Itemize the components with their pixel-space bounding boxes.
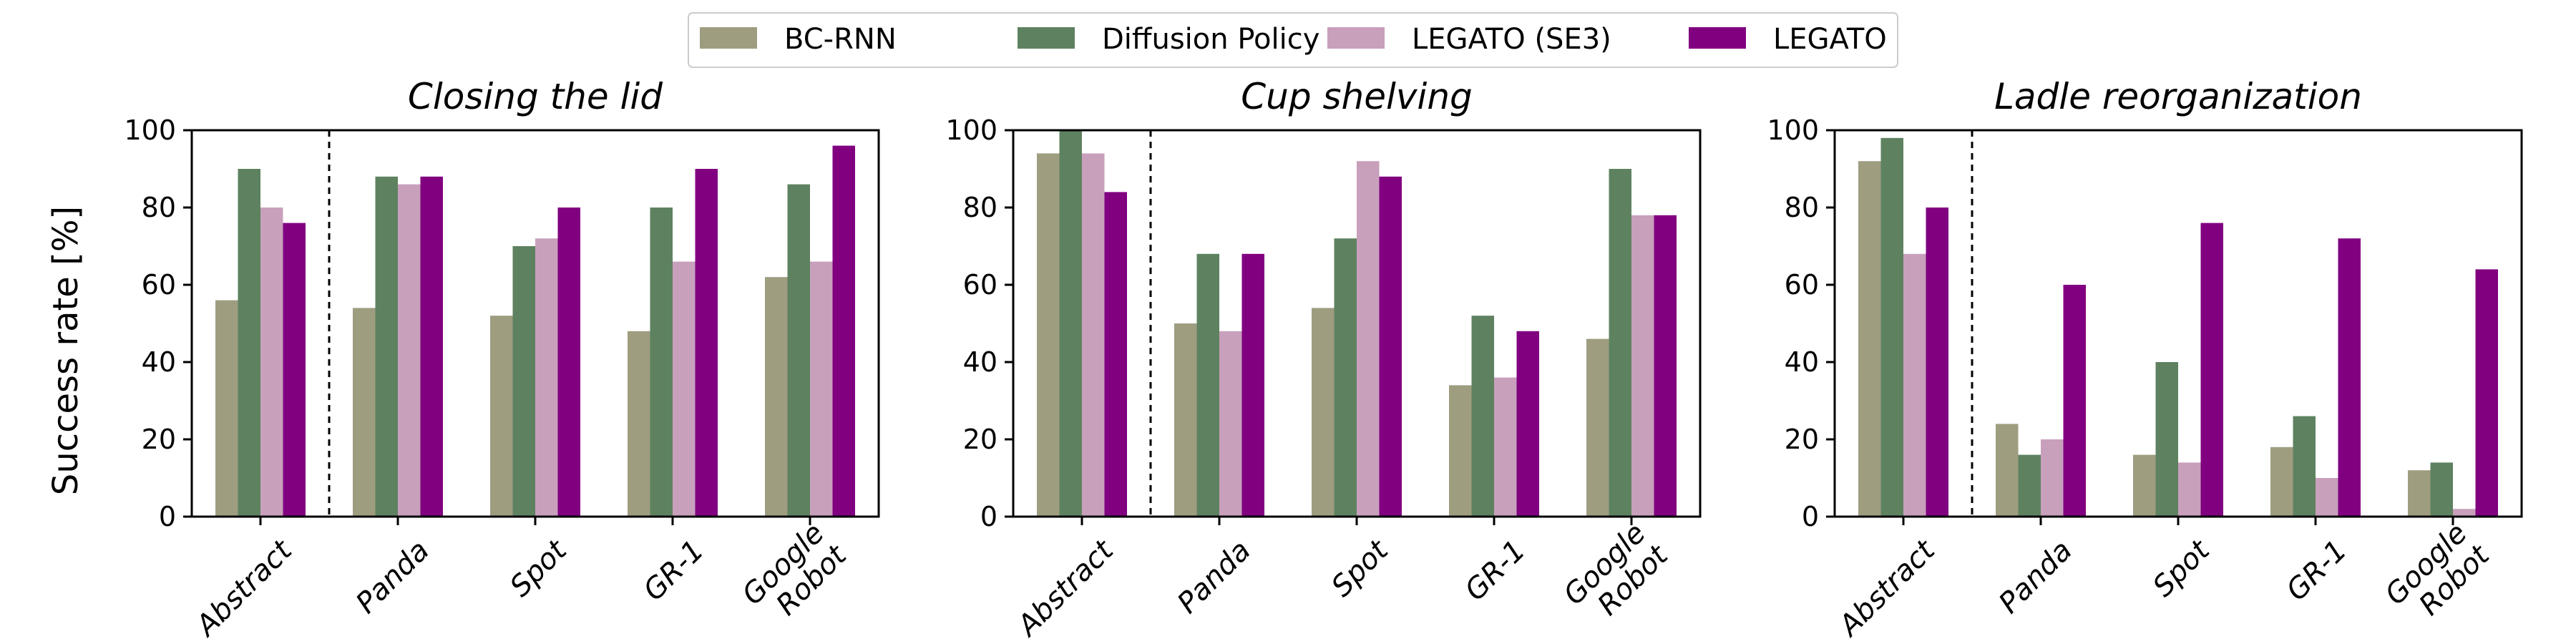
- bar-diffusion-policy-1: [2018, 454, 2041, 517]
- legend-label-2: LEGATO (SE3): [1412, 23, 1611, 56]
- y-tick-label: 60: [963, 269, 997, 301]
- bar-legato-0: [1926, 208, 1948, 517]
- bar-bc-rnn-1: [1996, 424, 2019, 517]
- legend-swatch-1: [1018, 27, 1075, 49]
- bar-bc-rnn-1: [353, 308, 376, 517]
- y-tick-label: 80: [142, 192, 176, 223]
- bar-legato-0: [1104, 192, 1127, 517]
- bar-diffusion-policy-2: [512, 246, 535, 517]
- y-axis-label: Success rate [%]: [46, 206, 86, 495]
- bar-diffusion-policy-0: [238, 169, 260, 517]
- bar-bc-rnn-3: [2270, 447, 2293, 517]
- bar-legato-se3--1: [398, 184, 421, 517]
- legend-frame: [688, 12, 1898, 68]
- bar-legato-se3--3: [2316, 478, 2338, 517]
- bar-bc-rnn-0: [215, 300, 238, 517]
- bar-diffusion-policy-0: [1059, 130, 1082, 517]
- bar-legato-0: [283, 223, 306, 517]
- bar-bc-rnn-4: [765, 277, 788, 517]
- y-tick-label: 60: [142, 269, 176, 301]
- y-tick-label: 60: [1785, 269, 1819, 301]
- y-tick-label: 100: [1767, 114, 1819, 146]
- legend-label-3: LEGATO: [1773, 23, 1887, 56]
- bar-legato-1: [2063, 285, 2086, 517]
- legend: BC-RNN Diffusion Policy LEGATO (SE3) LEGATO: [688, 12, 1898, 68]
- y-tick-label: 40: [1785, 346, 1819, 378]
- bar-legato-se3--4: [810, 261, 833, 517]
- bar-legato-3: [695, 169, 718, 517]
- bar-legato-4: [1654, 215, 1677, 517]
- panel-title: Closing the lid: [408, 76, 663, 117]
- bar-diffusion-policy-2: [1334, 238, 1357, 517]
- bar-legato-se3--1: [2041, 439, 2064, 517]
- bar-legato-se3--0: [1903, 253, 1926, 517]
- bar-legato-se3--4: [1631, 215, 1654, 517]
- bar-legato-4: [2475, 269, 2498, 517]
- panel-title: Cup shelving: [1241, 76, 1473, 117]
- bar-legato-se3--2: [535, 238, 558, 517]
- y-tick-label: 0: [1802, 501, 1819, 532]
- bar-legato-1: [1241, 253, 1264, 517]
- panel-title: Ladle reorganization: [1994, 76, 2362, 117]
- bar-legato-2: [1379, 176, 1402, 517]
- y-tick-label: 100: [124, 114, 176, 146]
- bar-bc-rnn-2: [490, 316, 513, 517]
- bar-legato-se3--1: [1219, 331, 1242, 517]
- bar-legato-2: [557, 208, 580, 517]
- y-tick-label: 40: [142, 346, 176, 378]
- bar-diffusion-policy-4: [2430, 462, 2453, 517]
- bar-diffusion-policy-0: [1880, 137, 1903, 517]
- bar-legato-se3--4: [2453, 509, 2476, 517]
- bar-bc-rnn-4: [2408, 470, 2431, 517]
- y-tick-label: 0: [980, 501, 997, 532]
- bar-bc-rnn-2: [2133, 454, 2156, 517]
- bar-bc-rnn-4: [1586, 338, 1609, 517]
- bar-legato-se3--3: [673, 261, 696, 517]
- bar-diffusion-policy-1: [375, 176, 398, 517]
- bar-legato-se3--2: [1357, 161, 1380, 517]
- bar-legato-se3--0: [1082, 153, 1105, 517]
- y-tick-label: 80: [963, 192, 997, 223]
- legend-swatch-0: [700, 27, 757, 49]
- y-tick-label: 100: [945, 114, 997, 146]
- bar-bc-rnn-2: [1312, 308, 1335, 517]
- y-tick-label: 20: [963, 424, 997, 455]
- bar-bc-rnn-3: [1449, 385, 1472, 517]
- y-tick-label: 40: [963, 346, 997, 378]
- y-tick-label: 80: [1785, 192, 1819, 223]
- bar-bc-rnn-0: [1858, 161, 1881, 517]
- legend-label-1: Diffusion Policy: [1102, 23, 1319, 56]
- bar-diffusion-policy-4: [787, 184, 810, 517]
- bar-diffusion-policy-3: [2293, 416, 2316, 517]
- bar-diffusion-policy-1: [1196, 253, 1219, 517]
- bar-legato-1: [420, 176, 443, 517]
- bar-legato-se3--0: [260, 208, 283, 517]
- bar-legato-se3--3: [1494, 377, 1517, 517]
- legend-label-0: BC-RNN: [784, 23, 897, 56]
- legend-swatch-3: [1689, 27, 1746, 49]
- bar-diffusion-policy-4: [1609, 169, 1631, 517]
- bar-bc-rnn-3: [628, 331, 650, 517]
- bar-bc-rnn-1: [1174, 323, 1197, 517]
- bar-diffusion-policy-3: [1471, 316, 1494, 517]
- bar-diffusion-policy-3: [650, 208, 673, 517]
- bar-legato-2: [2200, 223, 2223, 517]
- y-tick-label: 20: [142, 424, 176, 455]
- legend-swatch-2: [1327, 27, 1385, 49]
- bar-legato-3: [2338, 238, 2361, 517]
- bar-diffusion-policy-2: [2155, 362, 2178, 517]
- y-tick-label: 0: [159, 501, 176, 532]
- bar-legato-se3--2: [2178, 462, 2201, 517]
- y-tick-label: 20: [1785, 424, 1819, 455]
- bar-legato-3: [1516, 331, 1539, 517]
- bar-bc-rnn-0: [1037, 153, 1060, 517]
- bar-legato-4: [832, 145, 855, 517]
